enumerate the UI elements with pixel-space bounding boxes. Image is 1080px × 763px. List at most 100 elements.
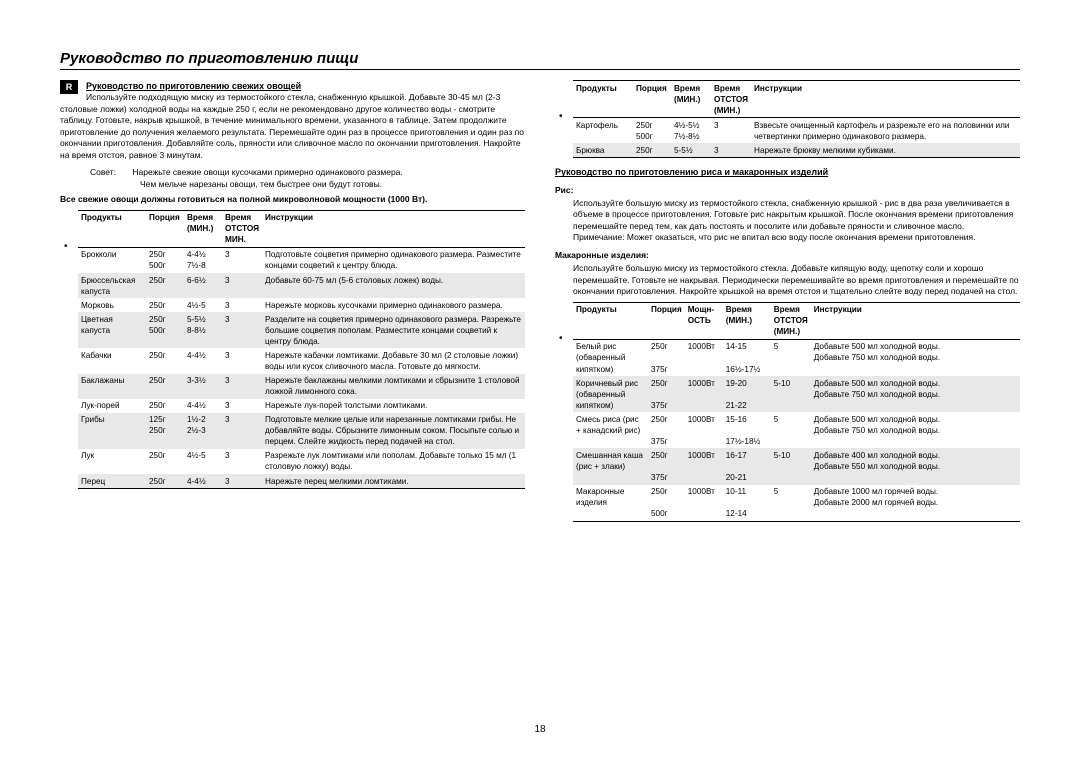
th3-products: Продукты [573,302,648,339]
table-cell: 125г250г [146,413,184,449]
th2-portion: Порция [633,81,671,118]
table-cell: Лук-порей [78,399,146,413]
table-row: Коричневый рис (обваренный кипятком)250г… [573,376,1020,412]
veg-intro-text: Используйте подходящую миску из термосто… [60,92,525,161]
table-cell: Нарежьте перец мелкими ломтиками. [262,474,525,489]
table-cell: 250г500г [648,485,685,522]
table-cell: Добавьте 500 мл холодной воды.Добавьте 7… [811,376,1020,412]
table-cell: 16-1720-21 [723,448,771,484]
table-cell: Перец [78,474,146,489]
th2-instr: Инструкции [751,81,1020,118]
table-row: Брюссельская капуста250г6-6½3Добавьте 60… [78,273,525,298]
table-cell: 1½-22½-3 [184,413,222,449]
table-cell: 250г [146,399,184,413]
veg-table-2: Продукты Порция Время(МИН.) ВремяОТСТОЯ(… [573,80,1020,158]
table-cell: Грибы [78,413,146,449]
table-cell: Добавьте 500 мл холодной воды.Добавьте 7… [811,339,1020,376]
table-row: Баклажаны250г3-3½3Нарежьте баклажаны мел… [78,374,525,399]
table-cell: 3 [222,273,262,298]
table-cell: Разрежьте лук ломтиками или пополам. Доб… [262,449,525,474]
table-cell: Макаронные изделия [573,485,648,522]
table-cell: Брюссельская капуста [78,273,146,298]
table-cell: 3-3½ [184,374,222,399]
th3-time2: ВремяОТСТОЯ(МИН.) [771,302,811,339]
table-cell: 1000Вт [685,448,723,484]
rice-table-wrap: Продукты Порция Мощн-ОСТЬ Время(МИН.) Вр… [555,302,1020,522]
table-cell: Смешанная каша (рис + злаки) [573,448,648,484]
table-cell: 1000Вт [685,376,723,412]
th-time2: ВремяОТСТОЯМИН. [222,210,262,247]
table-cell: 5 [771,412,811,448]
table-cell: Цветная капуста [78,312,146,348]
table-cell: Баклажаны [78,374,146,399]
table-cell: 5 [771,339,811,376]
table-cell: 3 [222,348,262,373]
table-cell: 1000Вт [685,485,723,522]
page-number: 18 [534,724,545,735]
table-cell: Нарежьте морковь кусочками примерно один… [262,298,525,312]
table-cell: 250г375г [648,448,685,484]
table-cell: 250г375г [648,412,685,448]
table-row: Брюква250г5-5½3Нарежьте брюкву мелкими к… [573,143,1020,158]
table-row: Грибы125г250г1½-22½-33Подготовьте мелкие… [78,413,525,449]
table-cell: 250г500г [633,118,671,144]
table-cell: 5-5½ [671,143,711,158]
table-cell: 4-4½ [184,474,222,489]
table-cell: 5-10 [771,448,811,484]
table-cell: Нарежьте лук-порей толстыми ломтиками. [262,399,525,413]
table-row: Макаронные изделия250г500г1000Вт10-1112-… [573,485,1020,522]
th3-instr: Инструкции [811,302,1020,339]
table-cell: 3 [222,298,262,312]
table-row: Лук-порей250г4-4½3Нарежьте лук-порей тол… [78,399,525,413]
table-cell: Взвесьте очищенный картофель и разрежьте… [751,118,1020,144]
table-cell: 3 [222,399,262,413]
table-cell: 250г [633,143,671,158]
veg-table2-wrap: Продукты Порция Время(МИН.) ВремяОТСТОЯ(… [555,80,1020,158]
table-cell: 4-4½ [184,399,222,413]
rice-text: Используйте большую миску из термостойко… [573,198,1020,244]
table-cell: 250г [146,474,184,489]
table-cell: Кабачки [78,348,146,373]
table-cell: Картофель [573,118,633,144]
bold-note: Все свежие овощи должны готовиться на по… [60,194,525,205]
table-cell: 250г [146,273,184,298]
table-cell: Коричневый рис (обваренный кипятком) [573,376,648,412]
table-cell: 1000Вт [685,412,723,448]
table-cell: 3 [222,413,262,449]
table-row: Смесь риса (рис + канадский рис)250г375г… [573,412,1020,448]
table-cell: 250г375г [648,376,685,412]
table-cell: Лук [78,449,146,474]
table-cell: 4-4½7½-8 [184,247,222,273]
th-products: Продукты [78,210,146,247]
table-cell: 4½-5 [184,298,222,312]
table-cell: 6-6½ [184,273,222,298]
left-column: R Руководство по приготовлению свежих ов… [60,80,525,530]
table-cell: 4-4½ [184,348,222,373]
table-cell: 10-1112-14 [723,485,771,522]
table-cell: 5 [771,485,811,522]
rice-note: Примечание: Может оказаться, что рис не … [573,232,976,242]
th2-time1: Время(МИН.) [671,81,711,118]
veg-section-title: Руководство по приготовлению свежих овощ… [86,81,301,91]
table-cell: Разделите на соцветия примерно одинаково… [262,312,525,348]
table-row: Смешанная каша (рис + злаки)250г375г1000… [573,448,1020,484]
table-cell: 4½-5 [184,449,222,474]
table-cell: 19-2021-22 [723,376,771,412]
th3-power: Мощн-ОСТЬ [685,302,723,339]
veg-table-wrap: Продукты Порция Время(МИН.) ВремяОТСТОЯМ… [60,210,525,489]
th-time1: Время(МИН.) [184,210,222,247]
table-cell: Брокколи [78,247,146,273]
page-title: Руководство по приготовлению пищи [60,50,1020,70]
table-cell: Добавьте 500 мл холодной воды.Добавьте 7… [811,412,1020,448]
table-cell: Нарежьте баклажаны мелкими ломтиками и с… [262,374,525,399]
tip-label: Совет: [90,167,116,177]
table-cell: Белый рис (обваренный кипятком) [573,339,648,376]
table-row: Перец250г4-4½3Нарежьте перец мелкими лом… [78,474,525,489]
table-cell: 14-1516½-17½ [723,339,771,376]
veg-intro: R Руководство по приготовлению свежих ов… [60,80,525,161]
table-cell: Добавьте 60-75 мл (5-6 столовых ложек) в… [262,273,525,298]
table-cell: 3 [222,312,262,348]
right-column: Продукты Порция Время(МИН.) ВремяОТСТОЯ(… [555,80,1020,530]
table-cell: 250г375г [648,339,685,376]
tip-block: Совет: Нарежьте свежие овощи кусочками п… [60,167,525,190]
